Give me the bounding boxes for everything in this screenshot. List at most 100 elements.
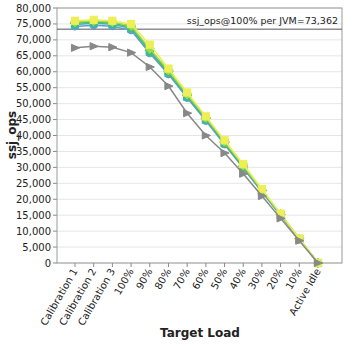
series-line xyxy=(75,25,318,263)
grid-line xyxy=(57,183,342,184)
tick-label: 90% xyxy=(134,267,155,292)
data-point xyxy=(108,17,117,26)
grid-line xyxy=(57,87,342,88)
data-point xyxy=(184,89,191,96)
grid-line xyxy=(57,71,342,72)
data-point xyxy=(89,16,98,25)
data-point xyxy=(221,137,228,144)
tick-mark xyxy=(53,151,57,152)
grid-line xyxy=(57,199,342,200)
tick-label: 10,000 xyxy=(16,226,51,237)
tick-mark xyxy=(93,263,94,267)
series-line xyxy=(75,21,318,263)
tick-mark xyxy=(53,71,57,72)
grid-line xyxy=(57,103,342,104)
series-line xyxy=(75,22,318,263)
series-line xyxy=(75,23,318,263)
tick-mark xyxy=(53,167,57,168)
grid-line xyxy=(57,39,342,40)
data-point xyxy=(70,17,79,26)
tick-mark xyxy=(53,199,57,200)
data-point xyxy=(184,110,192,117)
series-line xyxy=(75,46,318,263)
y-axis-label: ssj_ops xyxy=(5,111,20,159)
grid-line xyxy=(57,119,342,120)
tick-mark xyxy=(53,39,57,40)
tick-label: 70% xyxy=(171,267,192,292)
data-point xyxy=(295,234,304,243)
data-point xyxy=(165,65,172,72)
series-line xyxy=(75,20,318,263)
tick-mark xyxy=(299,263,300,267)
data-point xyxy=(146,63,154,70)
tick-label: Calibration 3 xyxy=(76,267,118,328)
data-point xyxy=(127,49,135,56)
data-point xyxy=(109,17,116,24)
data-point xyxy=(109,44,117,51)
tick-label: 5,000 xyxy=(22,242,51,253)
tick-mark xyxy=(53,183,57,184)
data-point xyxy=(202,113,209,120)
tick-mark xyxy=(243,263,244,267)
data-point xyxy=(313,258,322,267)
data-point xyxy=(314,259,321,266)
grid-line xyxy=(57,167,342,168)
grid-line xyxy=(57,135,342,136)
tick-mark xyxy=(280,263,281,267)
tick-label: Active Idle xyxy=(287,267,323,318)
tick-label: 20% xyxy=(265,267,286,292)
data-point xyxy=(258,192,266,199)
data-point xyxy=(314,259,321,266)
tick-label: 60% xyxy=(190,267,211,292)
grid-line xyxy=(57,215,342,216)
reference-line xyxy=(57,29,342,30)
tick-label: 70,000 xyxy=(16,34,51,45)
tick-mark xyxy=(224,263,225,267)
tick-mark xyxy=(149,263,150,267)
plot-area xyxy=(57,8,342,263)
data-point xyxy=(127,20,134,27)
tick-mark xyxy=(53,87,57,88)
tick-label: 75,000 xyxy=(16,18,51,29)
data-point xyxy=(165,82,173,89)
tick-mark xyxy=(53,119,57,120)
data-point xyxy=(314,259,321,266)
tick-label: 50,000 xyxy=(16,98,51,109)
tick-mark xyxy=(187,263,188,267)
tick-mark xyxy=(53,8,57,9)
tick-mark xyxy=(53,23,57,24)
data-point xyxy=(258,185,265,192)
plot-frame xyxy=(57,8,342,263)
data-point xyxy=(126,21,135,30)
tick-label: 60,000 xyxy=(16,66,51,77)
data-point xyxy=(90,43,98,50)
reference-label: ssj_ops@100% per JVM=73,362 xyxy=(187,15,338,26)
tick-label: 35,000 xyxy=(16,146,51,157)
tick-mark xyxy=(168,263,169,267)
tick-label: 55,000 xyxy=(16,82,51,93)
tick-mark xyxy=(53,215,57,216)
tick-label: 25,000 xyxy=(16,178,51,189)
data-point xyxy=(71,17,78,24)
tick-label: 100% xyxy=(112,267,136,297)
data-point xyxy=(313,258,322,267)
tick-label: 45,000 xyxy=(16,114,51,125)
grid-line xyxy=(57,55,342,56)
data-point xyxy=(202,132,210,139)
tick-label: 30,000 xyxy=(16,162,51,173)
tick-mark xyxy=(205,263,206,267)
x-axis-label: Target Load xyxy=(160,326,240,340)
data-point xyxy=(240,170,248,177)
tick-mark xyxy=(75,263,76,267)
grid-line xyxy=(57,247,342,248)
tick-mark xyxy=(53,103,57,104)
tick-label: 80% xyxy=(153,267,174,292)
tick-mark xyxy=(53,135,57,136)
data-point xyxy=(71,44,79,51)
data-point xyxy=(221,149,229,156)
tick-label: 50% xyxy=(209,267,230,292)
data-point xyxy=(295,234,304,243)
tick-mark xyxy=(261,263,262,267)
data-point xyxy=(90,16,97,23)
data-point xyxy=(277,215,285,222)
